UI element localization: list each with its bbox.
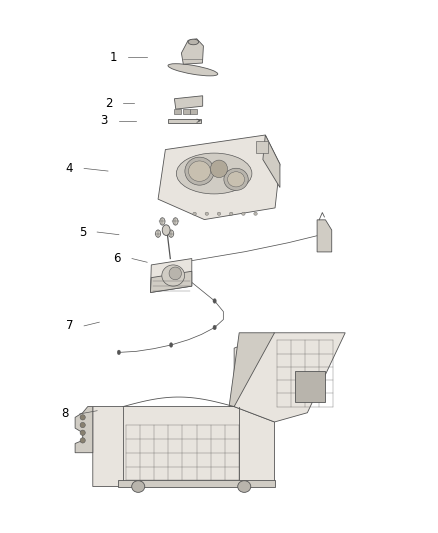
Text: 3: 3	[101, 114, 108, 127]
Bar	[255, 141, 268, 152]
Polygon shape	[168, 118, 201, 123]
Ellipse shape	[211, 160, 227, 177]
Polygon shape	[93, 407, 275, 487]
Ellipse shape	[80, 438, 85, 443]
Ellipse shape	[205, 212, 208, 215]
Ellipse shape	[213, 325, 216, 330]
Text: 2: 2	[105, 96, 113, 110]
Ellipse shape	[117, 350, 120, 355]
Ellipse shape	[155, 230, 161, 237]
Ellipse shape	[238, 481, 251, 492]
Bar	[295, 371, 325, 402]
Ellipse shape	[193, 212, 196, 215]
Polygon shape	[158, 135, 280, 220]
Polygon shape	[317, 220, 332, 252]
Ellipse shape	[213, 298, 216, 303]
Ellipse shape	[254, 212, 257, 215]
Ellipse shape	[242, 212, 245, 215]
Ellipse shape	[188, 39, 198, 45]
Ellipse shape	[185, 157, 214, 185]
Text: 6: 6	[113, 252, 121, 265]
Text: 8: 8	[61, 407, 69, 421]
Text: 7: 7	[66, 319, 73, 333]
Polygon shape	[181, 39, 203, 64]
Ellipse shape	[132, 481, 145, 492]
Ellipse shape	[169, 230, 174, 237]
Ellipse shape	[80, 415, 85, 420]
Polygon shape	[174, 96, 203, 109]
Text: 1: 1	[109, 51, 117, 63]
Polygon shape	[75, 407, 93, 453]
Text: 5: 5	[79, 225, 86, 239]
Ellipse shape	[217, 212, 221, 215]
Ellipse shape	[188, 161, 211, 181]
Polygon shape	[229, 333, 275, 407]
Ellipse shape	[168, 64, 218, 76]
Ellipse shape	[227, 172, 244, 187]
Polygon shape	[150, 271, 192, 293]
Polygon shape	[234, 333, 345, 422]
Polygon shape	[263, 135, 280, 188]
Polygon shape	[174, 109, 181, 114]
Ellipse shape	[162, 225, 170, 236]
Ellipse shape	[230, 212, 233, 215]
Ellipse shape	[80, 422, 85, 427]
Ellipse shape	[170, 343, 173, 348]
Polygon shape	[150, 259, 192, 293]
Polygon shape	[183, 109, 190, 114]
Polygon shape	[118, 480, 275, 487]
Polygon shape	[190, 109, 197, 114]
Ellipse shape	[224, 168, 248, 190]
Text: 4: 4	[66, 162, 73, 175]
Ellipse shape	[160, 217, 165, 225]
Ellipse shape	[173, 217, 178, 225]
Ellipse shape	[169, 267, 181, 280]
Ellipse shape	[162, 265, 184, 286]
Ellipse shape	[177, 153, 252, 194]
Ellipse shape	[80, 430, 85, 435]
